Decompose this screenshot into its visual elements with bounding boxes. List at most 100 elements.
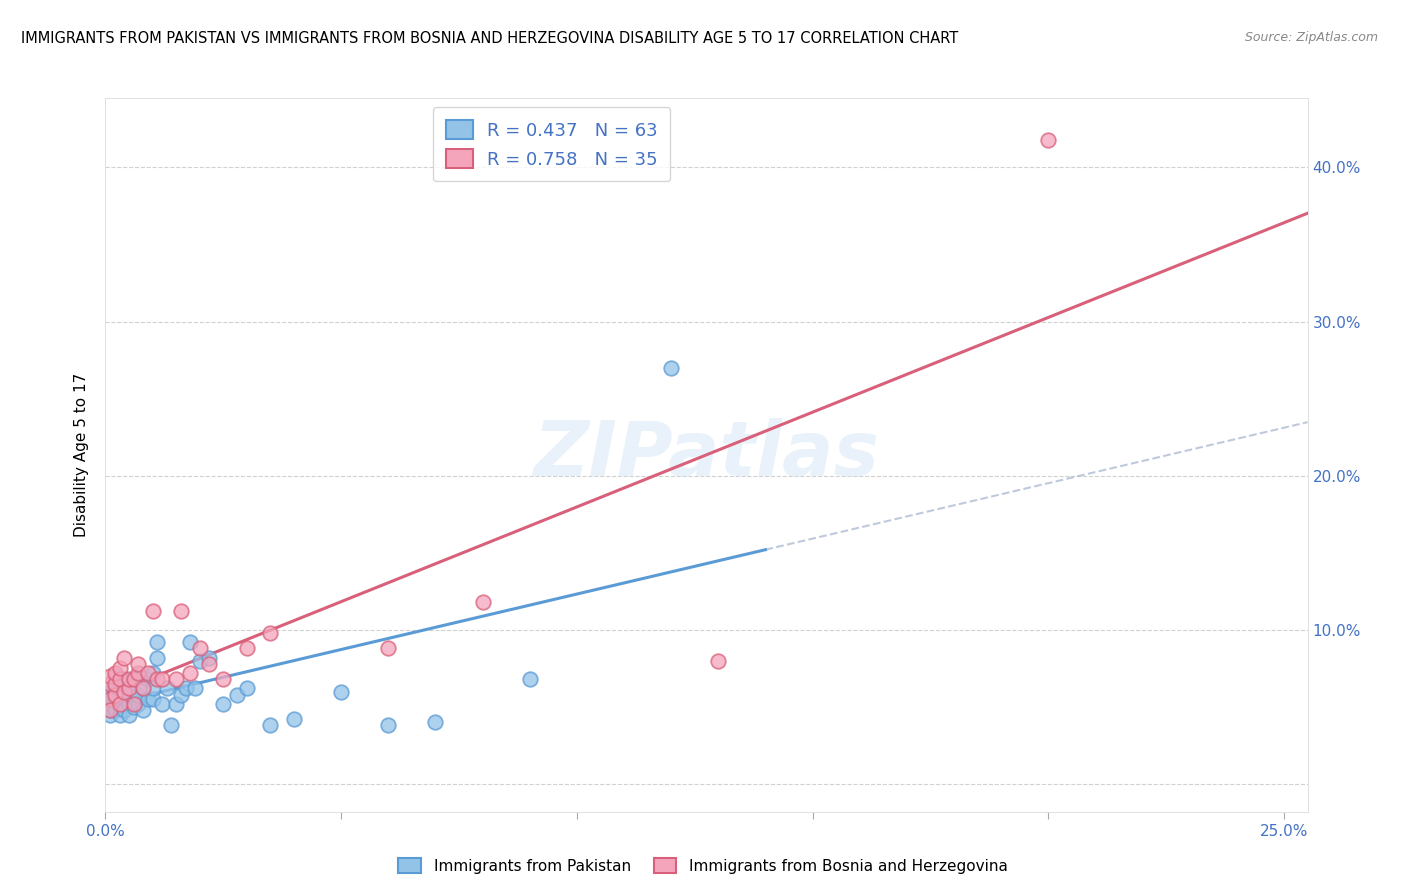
Text: Source: ZipAtlas.com: Source: ZipAtlas.com <box>1244 31 1378 45</box>
Point <box>118 697 141 711</box>
Point <box>146 672 169 686</box>
Point <box>98 677 121 691</box>
Point <box>188 641 211 656</box>
Point <box>150 672 173 686</box>
Point <box>136 672 159 686</box>
Y-axis label: Disability Age 5 to 17: Disability Age 5 to 17 <box>75 373 90 537</box>
Point <box>127 688 149 702</box>
Point <box>212 697 235 711</box>
Point <box>212 672 235 686</box>
Point <box>198 657 221 671</box>
Point <box>104 703 127 717</box>
Point <box>519 672 541 686</box>
Point <box>132 681 155 696</box>
Point <box>112 692 135 706</box>
Point <box>98 692 121 706</box>
Point <box>179 635 201 649</box>
Point <box>127 669 149 683</box>
Point <box>142 604 165 618</box>
Point <box>330 684 353 698</box>
Point <box>118 677 141 691</box>
Point <box>98 677 121 691</box>
Point <box>425 715 447 730</box>
Point <box>104 684 127 698</box>
Point <box>104 681 127 696</box>
Point <box>122 684 145 698</box>
Point <box>108 672 131 686</box>
Point <box>1038 133 1060 147</box>
Point <box>112 650 135 665</box>
Point <box>179 665 201 680</box>
Point <box>112 684 135 698</box>
Point <box>118 681 141 696</box>
Point <box>132 703 155 717</box>
Point <box>142 665 165 680</box>
Point <box>118 707 141 722</box>
Point <box>122 672 145 686</box>
Point <box>259 626 281 640</box>
Point <box>146 635 169 649</box>
Point <box>98 669 121 683</box>
Point <box>98 684 121 698</box>
Point <box>142 692 165 706</box>
Point <box>108 688 131 702</box>
Point <box>98 692 121 706</box>
Point <box>98 703 121 717</box>
Point <box>108 697 131 711</box>
Text: IMMIGRANTS FROM PAKISTAN VS IMMIGRANTS FROM BOSNIA AND HERZEGOVINA DISABILITY AG: IMMIGRANTS FROM PAKISTAN VS IMMIGRANTS F… <box>21 31 959 46</box>
Point <box>98 692 121 706</box>
Point <box>104 692 127 706</box>
Point <box>127 697 149 711</box>
Point <box>127 665 149 680</box>
Point <box>377 641 399 656</box>
Point <box>165 672 187 686</box>
Point <box>98 707 121 722</box>
Point <box>150 697 173 711</box>
Point <box>104 669 127 683</box>
Point <box>174 681 197 696</box>
Point <box>136 665 159 680</box>
Point <box>104 665 127 680</box>
Point <box>283 712 305 726</box>
Point <box>471 595 494 609</box>
Point <box>184 681 207 696</box>
Point <box>146 650 169 665</box>
Point <box>112 703 135 717</box>
Point <box>108 677 131 691</box>
Point <box>108 700 131 714</box>
Point <box>156 681 179 696</box>
Point <box>659 360 682 375</box>
Point <box>236 681 259 696</box>
Point <box>104 700 127 714</box>
Point <box>226 688 249 702</box>
Point <box>98 697 121 711</box>
Point <box>170 604 193 618</box>
Point <box>377 718 399 732</box>
Point <box>108 707 131 722</box>
Legend: Immigrants from Pakistan, Immigrants from Bosnia and Herzegovina: Immigrants from Pakistan, Immigrants fro… <box>392 852 1014 880</box>
Point <box>165 697 187 711</box>
Legend: R = 0.437   N = 63, R = 0.758   N = 35: R = 0.437 N = 63, R = 0.758 N = 35 <box>433 107 671 181</box>
Point <box>142 681 165 696</box>
Point <box>122 700 145 714</box>
Point <box>122 697 145 711</box>
Point <box>108 661 131 675</box>
Point <box>112 684 135 698</box>
Point <box>112 672 135 686</box>
Point <box>259 718 281 732</box>
Point <box>160 718 183 732</box>
Point <box>198 650 221 665</box>
Point <box>127 657 149 671</box>
Point <box>188 654 211 668</box>
Point <box>118 688 141 702</box>
Point <box>98 688 121 702</box>
Point <box>707 654 730 668</box>
Point <box>236 641 259 656</box>
Point <box>108 681 131 696</box>
Point <box>104 677 127 691</box>
Point <box>98 703 121 717</box>
Point <box>122 672 145 686</box>
Text: ZIPatlas: ZIPatlas <box>533 418 880 491</box>
Point <box>118 672 141 686</box>
Point <box>104 688 127 702</box>
